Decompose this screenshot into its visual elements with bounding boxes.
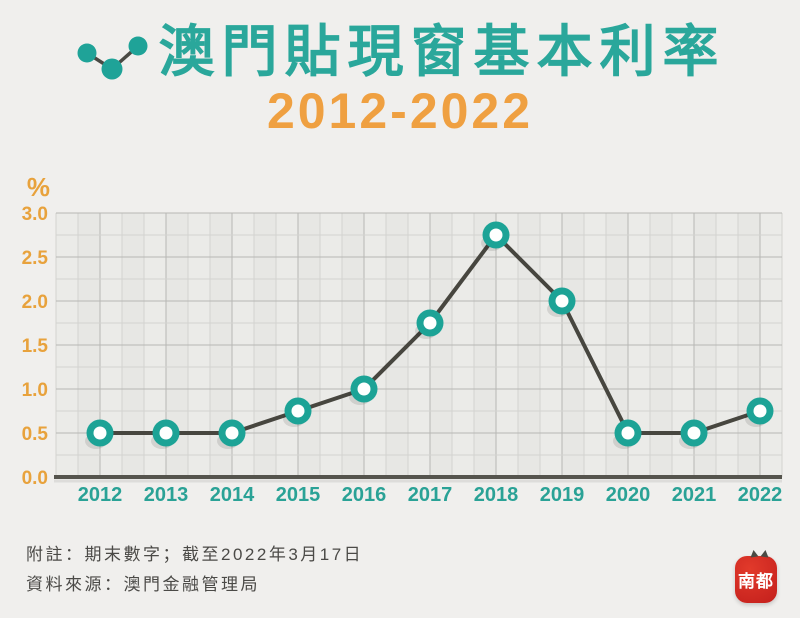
logo-ear-icon xyxy=(749,549,759,558)
svg-text:0.0: 0.0 xyxy=(22,468,48,489)
svg-text:1.0: 1.0 xyxy=(22,380,48,401)
svg-text:3.0: 3.0 xyxy=(22,204,48,225)
svg-text:1.5: 1.5 xyxy=(22,336,49,357)
logo-text: 南都 xyxy=(738,572,774,591)
svg-text:2016: 2016 xyxy=(342,484,387,506)
svg-text:2017: 2017 xyxy=(408,484,453,506)
page-subtitle: 2012-2022 xyxy=(266,83,534,139)
page-title: 澳門貼現窗基本利率 xyxy=(158,20,726,84)
footer-notes: 附註：期末數字；截至2022年3月17日 資料來源：澳門金融管理局 xyxy=(26,540,363,600)
svg-text:2013: 2013 xyxy=(144,484,189,506)
svg-text:0.5: 0.5 xyxy=(22,424,49,445)
svg-text:2018: 2018 xyxy=(474,484,519,506)
svg-text:2019: 2019 xyxy=(540,484,585,506)
nandu-logo: 南都 xyxy=(735,549,777,603)
svg-text:2020: 2020 xyxy=(606,484,651,506)
svg-text:2.5: 2.5 xyxy=(22,248,49,269)
source-line: 資料來源：澳門金融管理局 xyxy=(26,575,260,594)
svg-text:2012: 2012 xyxy=(78,484,123,506)
header: 澳門貼現窗基本利率 xyxy=(0,0,800,86)
svg-text:2.0: 2.0 xyxy=(22,292,48,313)
logo-ear-icon xyxy=(760,549,770,558)
svg-text:2015: 2015 xyxy=(276,484,321,506)
svg-text:2021: 2021 xyxy=(672,484,717,506)
svg-text:2022: 2022 xyxy=(738,484,783,506)
svg-text:%: % xyxy=(27,172,50,202)
line-chart-icon xyxy=(77,36,147,80)
note-line: 附註：期末數字；截至2022年3月17日 xyxy=(26,545,364,564)
svg-text:2014: 2014 xyxy=(210,484,255,506)
